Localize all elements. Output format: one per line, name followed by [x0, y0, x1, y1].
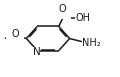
Text: OH: OH: [75, 13, 90, 23]
Text: O: O: [11, 29, 19, 39]
Text: N: N: [33, 47, 40, 57]
Text: NH₂: NH₂: [82, 38, 101, 48]
Text: O: O: [59, 4, 66, 14]
